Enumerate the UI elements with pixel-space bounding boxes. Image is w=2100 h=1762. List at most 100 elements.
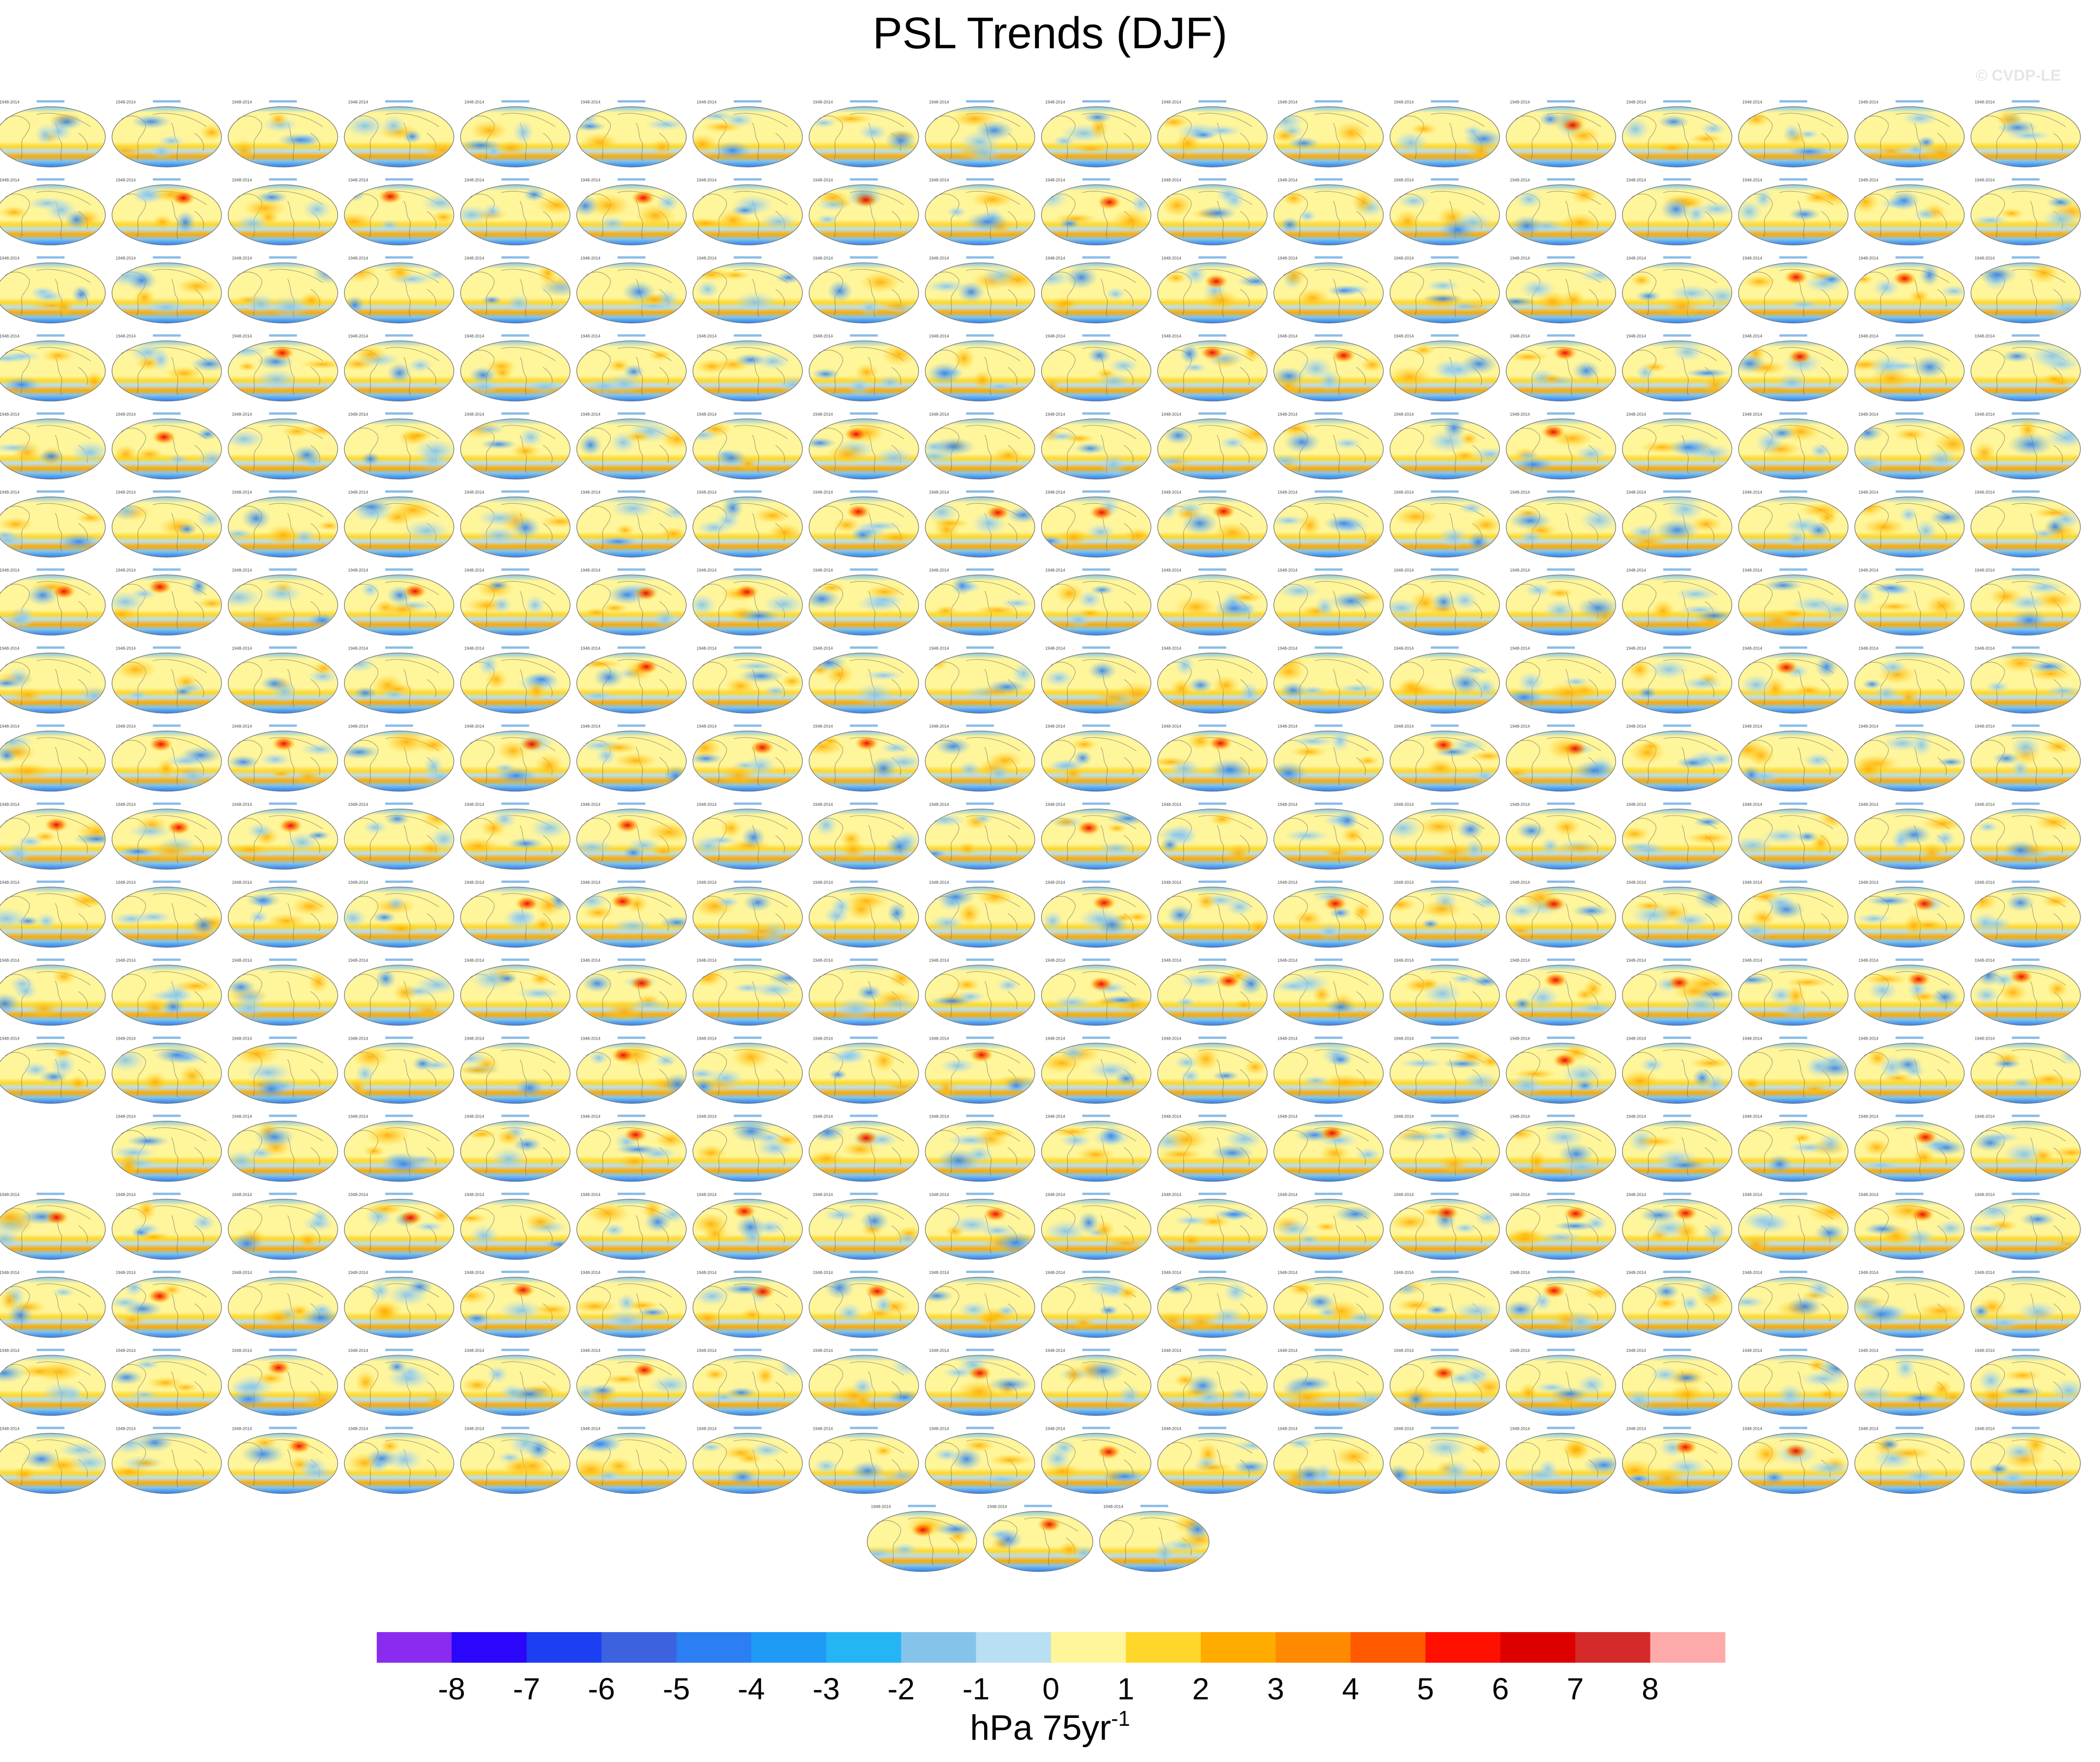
map-panel: 1948-2014 bbox=[1273, 958, 1384, 1026]
map-panel: 1948-2014 bbox=[809, 334, 919, 402]
map-panel: 1948-2014 bbox=[1041, 1192, 1152, 1260]
svg-text:1948-2014: 1948-2014 bbox=[1277, 1192, 1297, 1197]
svg-text:1948-2014: 1948-2014 bbox=[1858, 646, 1878, 650]
svg-text:1948-2014: 1948-2014 bbox=[1045, 412, 1065, 417]
map-panel: 1948-2014 bbox=[1273, 256, 1384, 324]
map-panel: 1948-2014 bbox=[1738, 958, 1849, 1026]
map-panel: 1948-2014 bbox=[1854, 568, 1965, 636]
svg-text:1948-2014: 1948-2014 bbox=[1277, 412, 1297, 417]
map-panel: 1948-2014 bbox=[228, 1192, 338, 1260]
map-panel: 1948-2014 bbox=[111, 1426, 222, 1494]
svg-text:1948-2014: 1948-2014 bbox=[813, 802, 833, 807]
svg-text:1948-2014: 1948-2014 bbox=[348, 178, 368, 182]
map-panel: 1948-2014 bbox=[460, 178, 571, 245]
map-panel: 1948-2014 bbox=[1738, 412, 1849, 480]
svg-text:1948-2014: 1948-2014 bbox=[696, 490, 716, 495]
map-panel: 1948-2014 bbox=[1738, 646, 1849, 714]
map-panel: 1948-2014 bbox=[111, 490, 222, 558]
svg-text:1948-2014: 1948-2014 bbox=[696, 178, 716, 182]
svg-text:1948-2014: 1948-2014 bbox=[464, 568, 484, 572]
svg-text:1948-2014: 1948-2014 bbox=[813, 490, 833, 495]
map-panel: 1948-2014 bbox=[925, 1270, 1035, 1338]
map-panel: 1948-2014 bbox=[344, 1426, 454, 1494]
colorbar-swatch bbox=[676, 1632, 752, 1663]
map-panel: 1948-2014 bbox=[1971, 724, 2081, 792]
map-panel: 1948-2014 bbox=[1971, 256, 2081, 324]
svg-text:1948-2014: 1948-2014 bbox=[348, 1036, 368, 1041]
map-panel: 1948-2014 bbox=[1854, 256, 1965, 324]
svg-text:1948-2014: 1948-2014 bbox=[813, 1348, 833, 1353]
svg-text:1948-2014: 1948-2014 bbox=[0, 802, 19, 807]
svg-text:1948-2014: 1948-2014 bbox=[348, 646, 368, 650]
svg-text:1948-2014: 1948-2014 bbox=[580, 1114, 600, 1119]
map-panel: 1948-2014 bbox=[1041, 724, 1152, 792]
map-panel: 1948-2014 bbox=[460, 880, 571, 948]
map-panel: 1948-2014 bbox=[1971, 1114, 2081, 1182]
map-panel: 1948-2014 bbox=[1390, 958, 1500, 1026]
svg-text:1948-2014: 1948-2014 bbox=[116, 490, 135, 495]
map-panel: 1948-2014 bbox=[1273, 1270, 1384, 1338]
svg-text:1948-2014: 1948-2014 bbox=[813, 1192, 833, 1197]
map-panel: 1948-2014 bbox=[1041, 646, 1152, 714]
svg-text:1948-2014: 1948-2014 bbox=[1161, 256, 1181, 260]
map-panel: 1948-2014 bbox=[1738, 1114, 1849, 1182]
map-panel: 1948-2014 bbox=[111, 958, 222, 1026]
map-panel: 1948-2014 bbox=[809, 1192, 919, 1260]
svg-text:1948-2014: 1948-2014 bbox=[1975, 334, 1995, 339]
map-panel: 1948-2014 bbox=[1506, 256, 1616, 324]
svg-text:1948-2014: 1948-2014 bbox=[1394, 1192, 1414, 1197]
svg-text:1948-2014: 1948-2014 bbox=[1161, 1426, 1181, 1431]
svg-text:1948-2014: 1948-2014 bbox=[696, 334, 716, 339]
svg-text:1948-2014: 1948-2014 bbox=[1858, 880, 1878, 885]
svg-text:1948-2014: 1948-2014 bbox=[1626, 1270, 1646, 1275]
svg-text:1948-2014: 1948-2014 bbox=[1161, 568, 1181, 572]
map-panel: 1948-2014 bbox=[1041, 412, 1152, 480]
svg-text:1948-2014: 1948-2014 bbox=[1161, 1036, 1181, 1041]
map-panel: 1948-2014 bbox=[1971, 646, 2081, 714]
map-panel: 1948-2014 bbox=[1971, 568, 2081, 636]
svg-text:1948-2014: 1948-2014 bbox=[232, 1192, 252, 1197]
map-panel: 1948-2014 bbox=[1622, 802, 1733, 870]
svg-text:1948-2014: 1948-2014 bbox=[813, 568, 833, 572]
svg-text:1948-2014: 1948-2014 bbox=[580, 802, 600, 807]
map-panel: 1948-2014 bbox=[0, 1192, 106, 1260]
colorbar-swatch bbox=[1200, 1632, 1276, 1663]
svg-text:1948-2014: 1948-2014 bbox=[1277, 100, 1297, 104]
map-panel: 1948-2014 bbox=[1506, 1348, 1616, 1416]
svg-text:1948-2014: 1948-2014 bbox=[1626, 646, 1646, 650]
svg-text:1948-2014: 1948-2014 bbox=[0, 334, 19, 339]
svg-text:1948-2014: 1948-2014 bbox=[232, 1426, 252, 1431]
svg-text:1948-2014: 1948-2014 bbox=[116, 1192, 135, 1197]
map-panel: 1948-2014 bbox=[1854, 1114, 1965, 1182]
svg-text:1948-2014: 1948-2014 bbox=[348, 1114, 368, 1119]
svg-text:1948-2014: 1948-2014 bbox=[0, 724, 19, 729]
map-panel: 1948-2014 bbox=[228, 802, 338, 870]
map-panel: 1948-2014 bbox=[1390, 724, 1500, 792]
svg-text:1948-2014: 1948-2014 bbox=[1045, 1270, 1065, 1275]
map-panel: 1948-2014 bbox=[692, 334, 803, 402]
map-panel: 1948-2014 bbox=[460, 1348, 571, 1416]
map-panel: 1948-2014 bbox=[925, 1114, 1035, 1182]
svg-text:1948-2014: 1948-2014 bbox=[0, 100, 19, 104]
map-panel: 1948-2014 bbox=[1273, 1192, 1384, 1260]
map-panel: 1948-2014 bbox=[228, 412, 338, 480]
map-panel-grid: 1948-2014 1948-2014 1948-2014 1948-2014 1948… bbox=[0, 100, 2081, 1572]
map-panel: 1948-2014 bbox=[809, 1114, 919, 1182]
svg-text:1948-2014: 1948-2014 bbox=[1277, 1114, 1297, 1119]
map-panel: 1948-2014 bbox=[925, 1426, 1035, 1494]
map-panel: 1948-2014 bbox=[228, 646, 338, 714]
map-panel: 1948-2014 bbox=[1157, 1192, 1268, 1260]
map-panel: 1948-2014 bbox=[1854, 1270, 1965, 1338]
map-panel: 1948-2014 bbox=[576, 1192, 687, 1260]
map-panel: 1948-2014 bbox=[1390, 1348, 1500, 1416]
map-panel: 1948-2014 bbox=[692, 1426, 803, 1494]
map-panel: 1948-2014 bbox=[1738, 100, 1849, 167]
map-panel: 1948-2014 bbox=[0, 724, 106, 792]
map-panel: 1948-2014 bbox=[692, 1192, 803, 1260]
colorbar-tick-label: 0 bbox=[1043, 1672, 1060, 1706]
map-panel: 1948-2014 bbox=[692, 568, 803, 636]
map-panel: 1948-2014 bbox=[1157, 100, 1268, 167]
map-panel: 1948-2014 bbox=[1157, 256, 1268, 324]
svg-text:1948-2014: 1948-2014 bbox=[1742, 802, 1762, 807]
svg-text:1948-2014: 1948-2014 bbox=[1161, 880, 1181, 885]
